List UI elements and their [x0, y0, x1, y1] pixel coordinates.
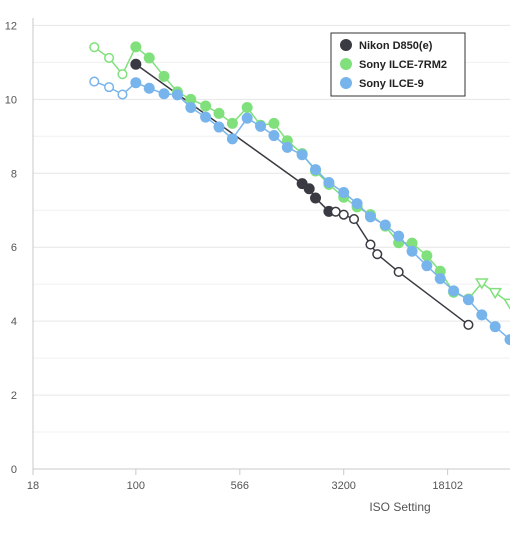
y-tick-label: 0	[11, 464, 17, 476]
data-point	[311, 193, 321, 203]
data-point	[227, 118, 237, 128]
data-point	[269, 131, 279, 141]
data-point	[304, 184, 314, 194]
data-point	[324, 178, 334, 188]
data-point	[144, 83, 154, 93]
data-point	[394, 268, 403, 277]
data-point	[201, 112, 211, 122]
data-point	[201, 101, 211, 111]
data-point	[477, 310, 487, 320]
data-point	[339, 210, 348, 219]
data-point	[365, 212, 375, 222]
x-tick-label: 3200	[331, 480, 355, 492]
y-tick-label: 2	[11, 390, 17, 402]
data-point	[159, 71, 169, 81]
data-point	[186, 102, 196, 112]
data-point	[449, 286, 459, 296]
data-point	[282, 142, 292, 152]
data-point	[214, 108, 224, 118]
data-point	[256, 121, 266, 131]
data-point	[118, 70, 127, 79]
data-point	[90, 77, 99, 86]
data-point	[464, 321, 473, 330]
data-point	[242, 113, 252, 123]
data-point	[172, 90, 182, 100]
y-tick-label: 12	[5, 20, 17, 32]
x-tick-label: 100	[127, 480, 145, 492]
data-point	[131, 42, 141, 52]
data-point	[352, 199, 362, 209]
data-point	[159, 89, 169, 99]
data-point	[227, 134, 237, 144]
data-point	[394, 231, 404, 241]
data-point	[131, 59, 141, 69]
data-point	[422, 261, 432, 271]
legend: Nikon D850(e) Sony ILCE-7RM2 Sony ILCE-9	[331, 33, 465, 96]
legend-marker	[340, 39, 352, 51]
data-point	[297, 150, 307, 160]
x-axis-title: ISO Setting	[369, 500, 430, 514]
data-point	[490, 322, 500, 332]
data-point	[242, 102, 252, 112]
y-tick-label: 10	[5, 94, 17, 106]
data-point	[422, 251, 432, 261]
data-point	[105, 83, 114, 92]
data-point	[311, 165, 321, 175]
legend-label: Nikon D850(e)	[359, 40, 433, 52]
data-point	[505, 299, 510, 308]
data-point	[269, 118, 279, 128]
data-point	[380, 220, 390, 230]
data-point	[435, 274, 445, 284]
series-sony-ilce-9	[90, 77, 510, 344]
data-point	[366, 240, 375, 249]
legend-marker	[340, 58, 352, 70]
data-point	[339, 187, 349, 197]
data-point	[144, 53, 154, 63]
y-tick-label: 6	[11, 242, 17, 254]
data-point	[131, 78, 141, 88]
x-tick-label: 18102	[432, 480, 463, 492]
x-tick-label: 566	[231, 480, 249, 492]
y-tick-label: 8	[11, 168, 17, 180]
data-point	[407, 246, 417, 256]
data-point	[350, 215, 359, 224]
data-point	[105, 54, 114, 63]
legend-marker	[340, 77, 352, 89]
data-point	[463, 295, 473, 305]
data-point	[90, 43, 99, 52]
x-tick-label: 18	[27, 480, 39, 492]
data-point	[373, 250, 382, 259]
y-tick-label: 4	[11, 316, 17, 328]
data-point	[118, 90, 127, 99]
legend-label: Sony ILCE-9	[359, 78, 424, 90]
data-point	[214, 122, 224, 132]
legend-label: Sony ILCE-7RM2	[359, 59, 447, 71]
